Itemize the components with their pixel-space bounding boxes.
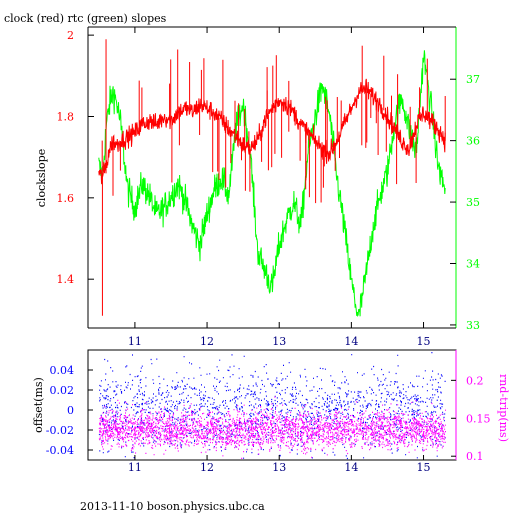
top-panel: 2 1.8 1.6 1.4 37 36 35 34 33 11 12 13 14 15 clockslope	[35, 26, 480, 348]
series-line-clock	[98, 78, 446, 185]
scatter-points-rnd-trip	[98, 396, 446, 459]
left-tick-label: 1.6	[57, 192, 75, 205]
right-tick-label: 0.15	[466, 412, 491, 425]
left-tick-label: 2	[67, 29, 74, 42]
scatter-points-offset	[98, 352, 446, 460]
right-tick-label: 37	[466, 73, 480, 86]
bottom-panel: 0.04 0.02 0 -0.02 -0.04 0.2 0.15 0.1 11 12 13 14 15 o…	[32, 349, 510, 474]
right-tick-label: 34	[466, 258, 480, 271]
right-tick-label: 35	[466, 196, 480, 209]
left-tick-label: 0	[67, 404, 74, 417]
x-tick-label: 15	[417, 335, 431, 348]
x-tick-label: 13	[272, 461, 286, 474]
left-tick-label: 1.4	[57, 273, 75, 286]
y-axis-label-bottom: offset(ms)	[32, 377, 45, 433]
x-tick-label: 15	[417, 461, 431, 474]
series-line-rtc	[98, 50, 446, 318]
left-tick-label: 1.8	[57, 110, 75, 123]
right-tick-label: 33	[466, 319, 480, 332]
left-tick-label: 0.04	[50, 364, 75, 377]
y-axis-label: clockslope	[35, 149, 48, 207]
y-axis-label-right-bottom: rnd-trip(ms)	[497, 374, 510, 442]
x-tick-label: 14	[344, 461, 358, 474]
right-tick-label: 0.2	[466, 374, 484, 387]
x-tick-label: 11	[128, 461, 142, 474]
x-tick-label: 12	[200, 461, 214, 474]
x-tick-label: 11	[128, 335, 142, 348]
right-tick-label: 36	[466, 135, 480, 148]
left-tick-label: -0.02	[46, 424, 74, 437]
x-tick-label: 12	[200, 335, 214, 348]
left-tick-label: -0.04	[46, 444, 74, 457]
right-tick-label: 0.1	[466, 450, 484, 463]
footer-text: 2013-11-10 boson.physics.ubc.ca	[80, 500, 265, 513]
chart-title: clock (red) rtc (green) slopes	[4, 12, 167, 25]
left-tick-label: 0.02	[50, 384, 75, 397]
x-tick-label: 13	[272, 335, 286, 348]
x-tick-label: 14	[344, 335, 358, 348]
